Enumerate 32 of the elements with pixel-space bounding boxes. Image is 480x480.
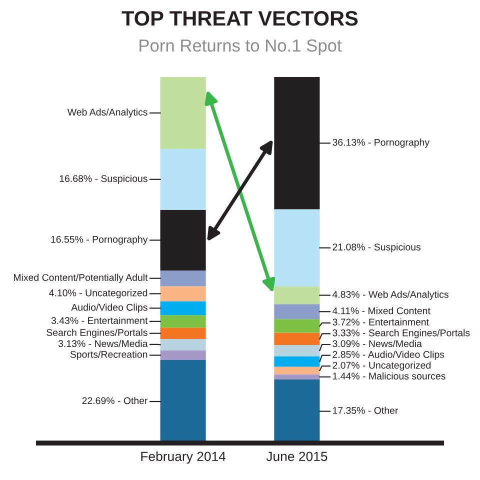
data-label: 1.44% - Malicious sources [333, 372, 446, 380]
data-label: 4.83% - Web Ads/Analytics [332, 290, 448, 300]
bar [274, 209, 320, 286]
data-label: 21.08% - Suspicious [332, 243, 421, 252]
bar [160, 270, 206, 286]
data-label: 17.35% - Other [333, 406, 398, 414]
x-tick-label: June 2015 [266, 452, 328, 462]
bar [160, 350, 206, 360]
data-label: 16.55% - Pornography [51, 236, 148, 245]
data-label: 3.72% - Entertainment [332, 318, 429, 326]
chart-subtitle: Porn Returns to No.1 Spot [140, 39, 342, 56]
bar [274, 374, 320, 380]
data-label: 4.10% - Uncategorized [49, 289, 148, 298]
bar [274, 304, 320, 320]
data-label: 4.11% - Mixed Content [332, 307, 430, 314]
data-label: 2.07% - Uncategorized [332, 362, 431, 371]
bar [160, 148, 206, 210]
x-tick-label: February 2014 [141, 451, 226, 464]
data-label: 3.33% - Search Engines/Portals [332, 329, 470, 338]
data-label: Search Engines/Portals [46, 328, 148, 338]
data-label: 22.69% - Other [82, 396, 148, 404]
data-label: 36.13% - Pornography [332, 138, 430, 148]
data-label: 16.68% - Suspicious [60, 174, 148, 184]
data-label: Sports/Recreation [70, 350, 148, 360]
data-label: 3.09% - News/Media [332, 340, 422, 348]
data-label: Mixed Content/Potentially Adult [14, 274, 148, 283]
data-label: 2.85% - Audio/Video Clips [332, 350, 444, 360]
chart-title: TOP THREAT VECTORS [122, 11, 358, 26]
data-label: Audio/Video Clips [71, 304, 148, 313]
data-label: 3.43% - Entertainment [51, 316, 148, 324]
data-label: Web Ads/Analytics [67, 108, 148, 118]
data-label: 3.13% - News/Media [58, 340, 148, 348]
